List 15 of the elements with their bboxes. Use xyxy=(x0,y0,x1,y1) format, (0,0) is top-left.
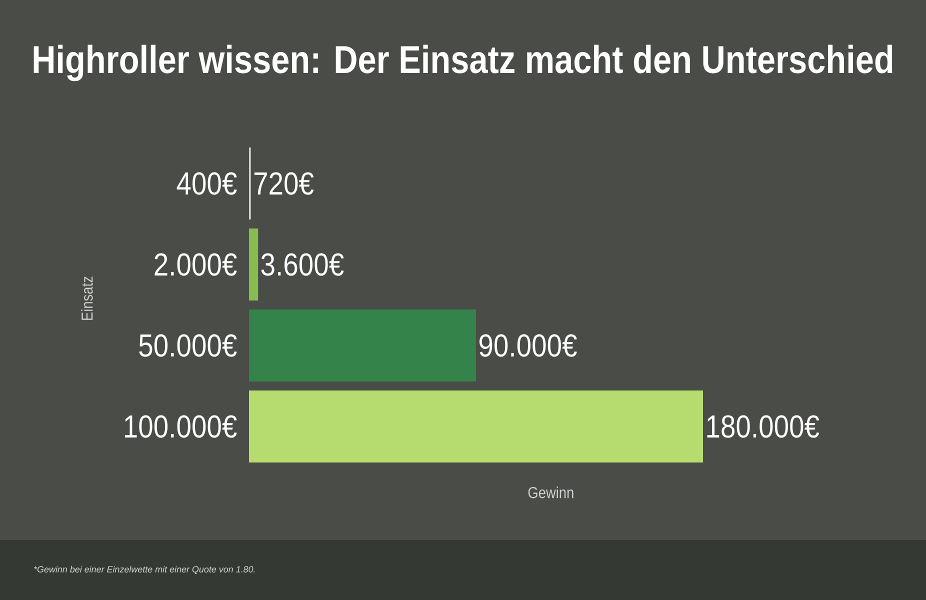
y-tick-label: 2.000€ xyxy=(154,253,237,276)
x-axis-title: Gewinn xyxy=(528,486,574,498)
y-tick-label: 50.000€ xyxy=(139,334,237,357)
y-axis-title: Einsatz xyxy=(81,276,93,320)
bar xyxy=(249,310,476,382)
y-tick-label: 100.000€ xyxy=(124,415,237,438)
data-label: 3.600€ xyxy=(261,253,344,276)
chart-title: Highroller wissen: Der Einsatz macht den Unterschied xyxy=(34,44,892,82)
y-tick-label: 400€ xyxy=(176,172,237,195)
text: *Gewinn bei einer Einzelwette mit einer Quote von 1.80. xyxy=(34,566,255,574)
data-label: 720€ xyxy=(254,172,314,195)
data-label: 90.000€ xyxy=(479,334,577,357)
bar xyxy=(249,390,704,463)
data-label: 180.000€ xyxy=(707,415,820,438)
bar xyxy=(249,228,258,300)
